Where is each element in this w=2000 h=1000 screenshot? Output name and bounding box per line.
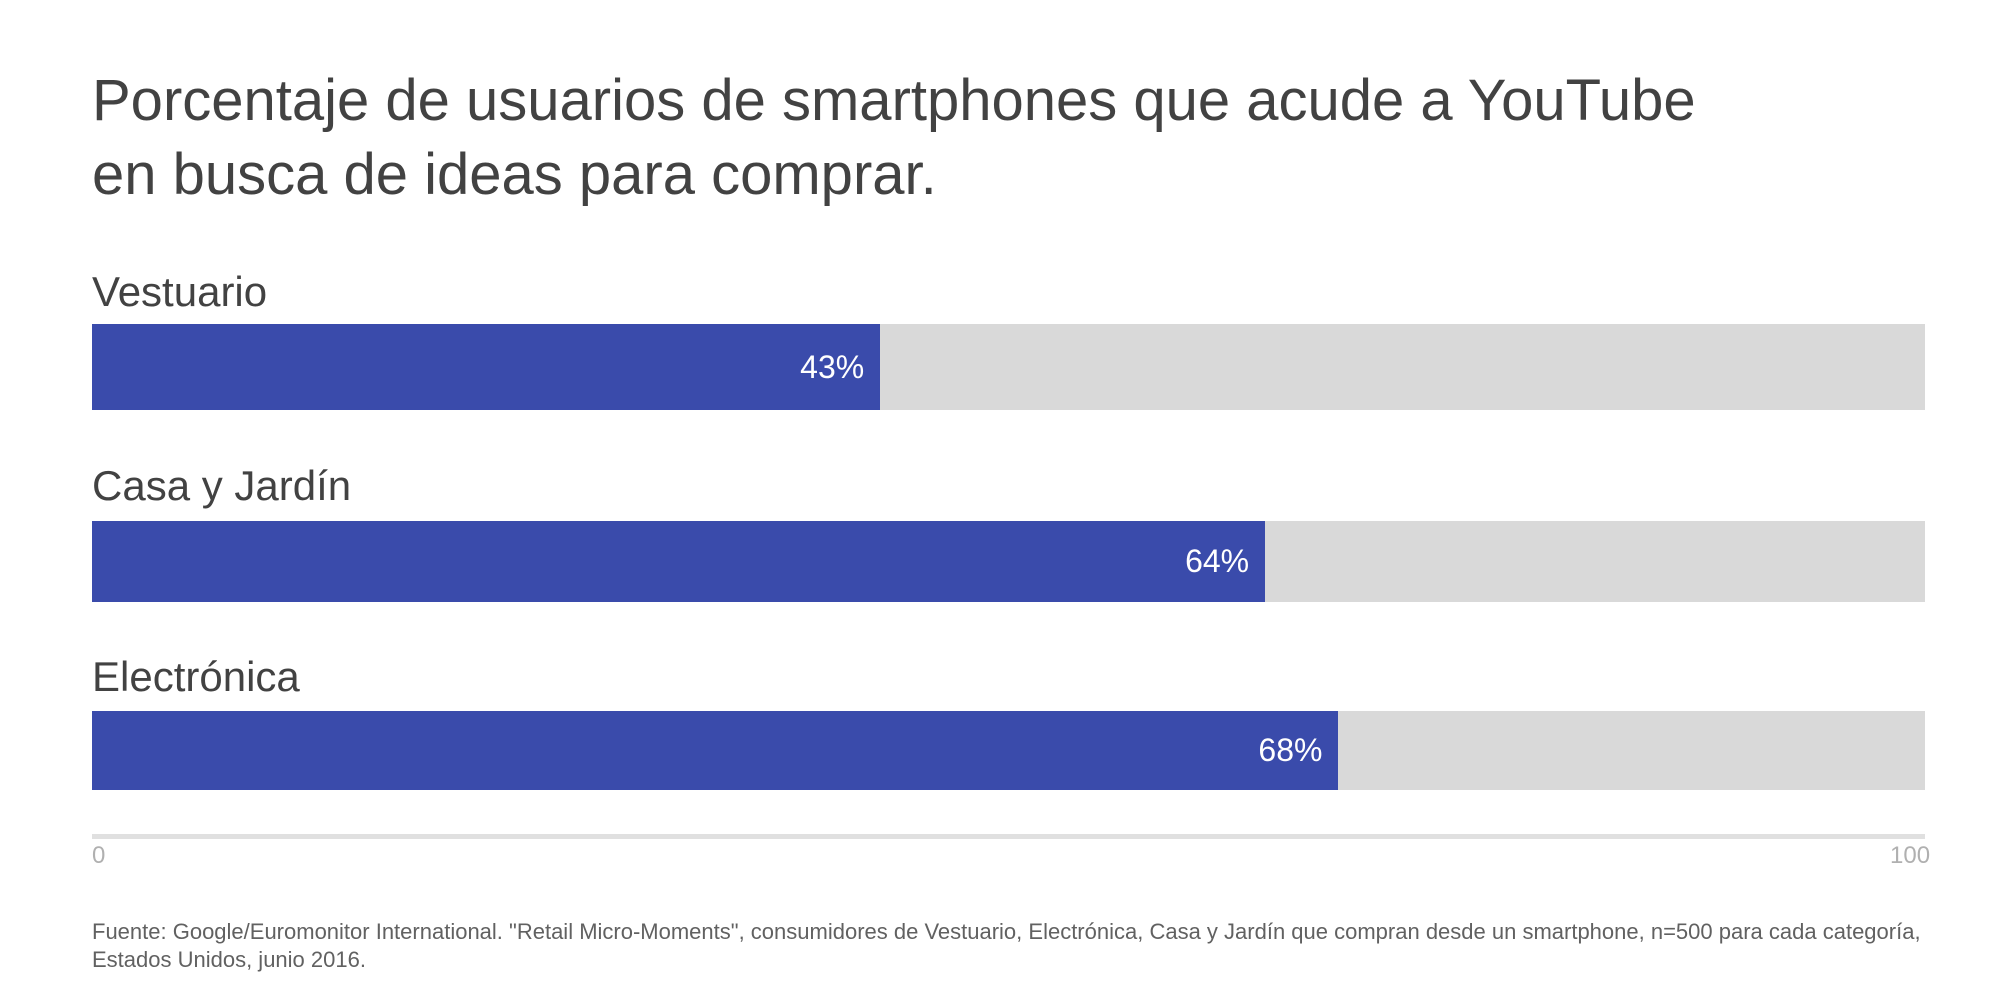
chart-title-line-2: en busca de ideas para comprar.	[92, 142, 937, 207]
bar-vestuario	[92, 324, 881, 410]
bar-value-label-electronica: 68%	[1258, 732, 1323, 768]
category-label-casa-y-jardin: Casa y Jardín	[92, 462, 352, 509]
category-label-electronica: Electrónica	[92, 653, 300, 700]
bar-electronica	[92, 711, 1339, 790]
x-tick-max: 100	[1890, 842, 1931, 869]
source-footnote-line-2: Estados Unidos, junio 2016.	[92, 947, 366, 972]
chart-title: Porcentaje de usuarios de smartphones qu…	[92, 64, 1872, 212]
x-axis-line	[92, 834, 1925, 839]
bar-track-electronica: 68%	[92, 711, 1925, 790]
category-label-vestuario: Vestuario	[92, 268, 268, 315]
bar-value-label-casa-y-jardin: 64%	[1185, 543, 1250, 579]
bar-value-label-vestuario: 43%	[800, 348, 865, 385]
chart-title-line-1: Porcentaje de usuarios de smartphones qu…	[92, 68, 1696, 133]
x-tick-min: 0	[92, 842, 106, 869]
source-footnote: Fuente: Google/Euromonitor International…	[92, 918, 1942, 974]
bar-track-casa-y-jardin: 64%	[92, 521, 1925, 602]
source-footnote-line-1: Fuente: Google/Euromonitor International…	[92, 919, 1921, 944]
bar-track-vestuario: 43%	[92, 324, 1925, 410]
bar-casa-y-jardin	[92, 521, 1266, 602]
